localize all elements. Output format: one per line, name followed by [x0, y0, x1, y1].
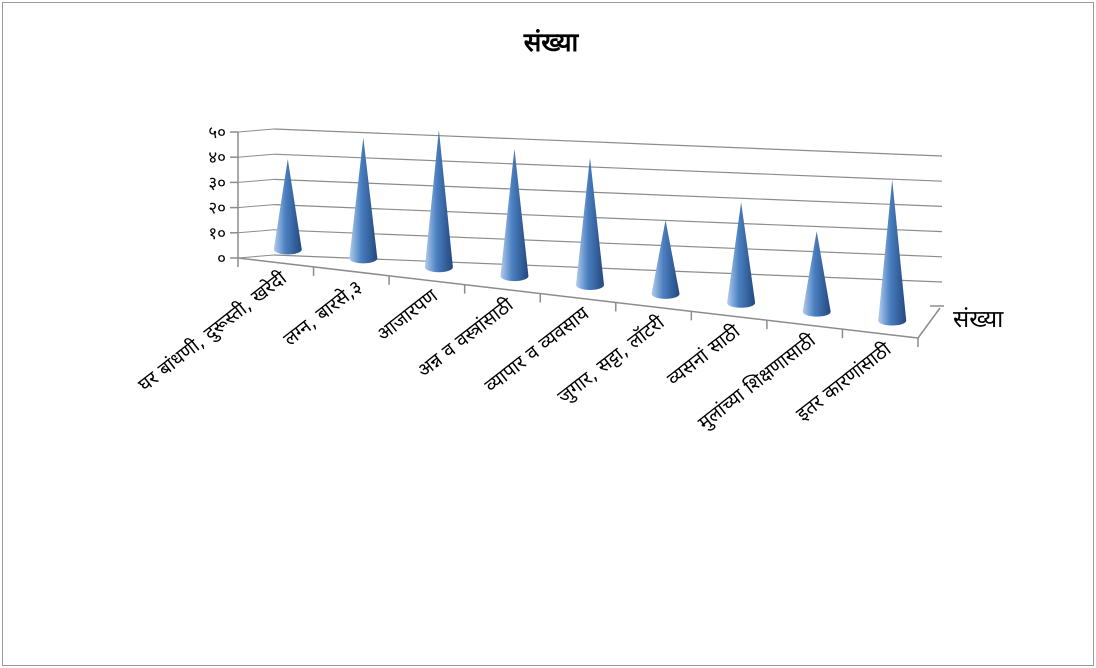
- category-label: घर बांधणी, दुरूस्ती, खरेदी: [134, 266, 293, 397]
- y-tick-label: ४०: [208, 148, 226, 168]
- depth-axis-line: [917, 307, 941, 339]
- y-tick-label: २०: [208, 199, 226, 219]
- cone-bar: [878, 179, 907, 326]
- chart-title: संख्या: [523, 28, 580, 58]
- cone-body: [878, 179, 907, 326]
- cone-body: [500, 148, 529, 282]
- cone-chart: संख्या ० १० २० ३० ४० ५० घर बांधणी, दुरूस्ती, …: [134, 28, 1005, 435]
- back-gridline: [273, 204, 943, 233]
- axes: [230, 131, 944, 347]
- back-gridline: [273, 153, 943, 182]
- cone-bar: [424, 129, 453, 273]
- side-gridline: [237, 153, 275, 158]
- category-label: लग्न, बारसे,३: [279, 275, 367, 350]
- cone-bar: [500, 148, 529, 282]
- back-gridline: [273, 254, 943, 283]
- cone-bar: [273, 158, 302, 255]
- cone-body: [424, 129, 453, 273]
- y-tick-label: १०: [208, 224, 226, 244]
- side-gridline: [237, 229, 275, 234]
- cone-bar: [651, 220, 680, 299]
- data-cones: [273, 129, 907, 326]
- cone-bar: [576, 157, 604, 290]
- side-gridline: [237, 254, 275, 259]
- cone-body: [349, 137, 378, 264]
- cone-bar: [802, 231, 831, 317]
- y-tick-label: ०: [217, 249, 226, 269]
- y-axis-tick-labels: ० १० २० ३० ४० ५०: [208, 123, 226, 269]
- cone-body: [651, 220, 680, 299]
- side-gridline: [237, 128, 275, 133]
- back-gridline: [273, 178, 943, 207]
- cone-bar: [727, 202, 756, 308]
- gridlines: [237, 128, 943, 283]
- category-label: आजारपण: [373, 285, 442, 346]
- y-tick-label: ५०: [208, 123, 226, 143]
- cone-body: [273, 158, 302, 255]
- back-gridline: [273, 128, 943, 157]
- category-label: व्यसनां साठी: [663, 319, 745, 390]
- series-label: संख्या: [953, 305, 1004, 333]
- back-gridline: [273, 229, 943, 258]
- y-tick-label: ३०: [208, 173, 226, 193]
- x-axis-line: [237, 257, 919, 339]
- cone-body: [727, 202, 756, 308]
- side-gridline: [237, 178, 275, 183]
- cone-body: [576, 157, 604, 290]
- side-gridline: [237, 204, 275, 209]
- cone-body: [802, 231, 831, 317]
- cone-bar: [349, 137, 378, 264]
